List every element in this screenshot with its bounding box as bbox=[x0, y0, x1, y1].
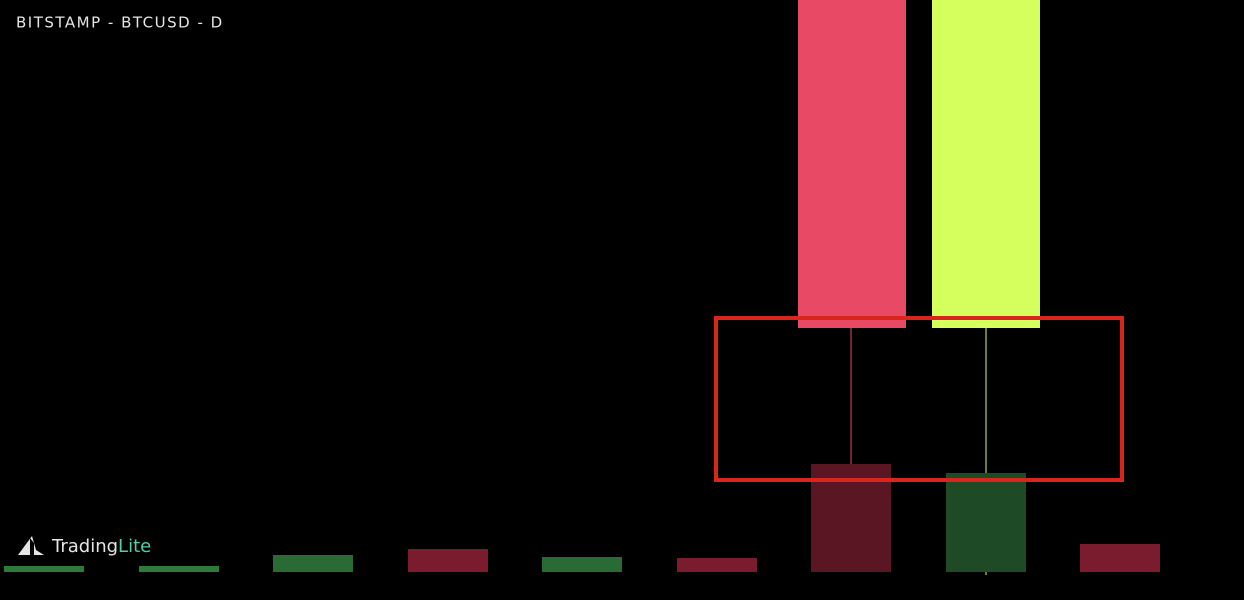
bull-candle bbox=[932, 0, 1040, 328]
volume-bar bbox=[139, 566, 219, 572]
volume-bar bbox=[408, 549, 488, 572]
logo-icon bbox=[18, 536, 44, 555]
logo-suffix: Lite bbox=[118, 536, 151, 557]
title-box bbox=[6, 8, 250, 38]
volume-bars bbox=[4, 464, 1160, 572]
price-axis bbox=[1178, 0, 1244, 578]
volume-bar bbox=[273, 555, 353, 572]
volume-bar bbox=[542, 557, 622, 572]
bear-candle bbox=[798, 0, 906, 328]
volume-bar bbox=[946, 473, 1026, 572]
volume-bar bbox=[677, 558, 757, 572]
chart-title: BITSTAMP - BTCUSD - D bbox=[16, 14, 224, 32]
logo-brand: Trading bbox=[51, 536, 118, 557]
volume-bar bbox=[4, 566, 84, 572]
highlight-box bbox=[714, 316, 1124, 482]
volume-bar bbox=[1080, 544, 1160, 572]
logo-text: TradingLite bbox=[51, 536, 151, 557]
